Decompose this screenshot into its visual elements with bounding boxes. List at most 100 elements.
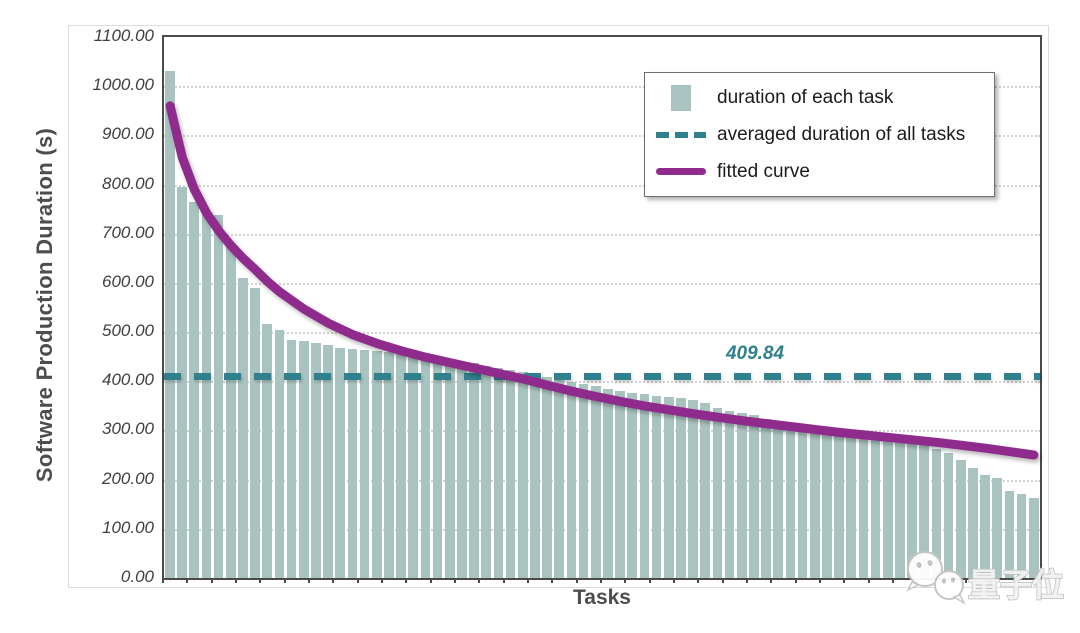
bar bbox=[311, 343, 321, 578]
bar bbox=[749, 414, 759, 578]
bar bbox=[700, 402, 711, 578]
legend-item-curve: fitted curve bbox=[645, 155, 994, 189]
bar bbox=[517, 372, 528, 578]
bar bbox=[858, 433, 869, 578]
bar bbox=[396, 353, 406, 578]
x-tick bbox=[527, 579, 529, 583]
bar bbox=[736, 412, 747, 578]
y-tick-label: 800.00 bbox=[102, 173, 154, 193]
y-tick-label: 100.00 bbox=[102, 517, 154, 537]
x-tick bbox=[1038, 579, 1040, 583]
bar bbox=[968, 467, 978, 578]
bar bbox=[189, 201, 200, 578]
bar bbox=[566, 382, 577, 578]
bar bbox=[955, 459, 966, 578]
bar bbox=[408, 355, 419, 578]
bar bbox=[238, 277, 248, 578]
bar bbox=[530, 374, 540, 578]
bar bbox=[177, 187, 187, 578]
bar bbox=[250, 287, 260, 578]
bar bbox=[201, 211, 212, 578]
bar bbox=[676, 398, 686, 578]
x-tick bbox=[332, 579, 335, 583]
x-tick bbox=[356, 579, 359, 583]
gridline bbox=[164, 479, 1040, 482]
solid-line-swatch-icon bbox=[656, 168, 706, 175]
bar bbox=[481, 365, 492, 578]
gridline bbox=[164, 86, 1040, 89]
y-tick-label: 1100.00 bbox=[93, 26, 154, 45]
bar bbox=[919, 445, 930, 578]
bar bbox=[213, 215, 224, 578]
legend-item-average: averaged duration of all tasks bbox=[645, 118, 994, 152]
bar bbox=[688, 400, 698, 578]
x-tick bbox=[965, 579, 967, 583]
gridline bbox=[164, 233, 1040, 236]
y-tick-label: 1000.00 bbox=[92, 75, 154, 95]
bar bbox=[225, 243, 236, 578]
bar bbox=[457, 361, 467, 578]
x-tick bbox=[283, 579, 286, 583]
bar bbox=[469, 362, 479, 578]
bar bbox=[931, 448, 942, 578]
bar bbox=[834, 429, 844, 578]
bar bbox=[590, 386, 601, 578]
bar bbox=[262, 323, 273, 578]
bar bbox=[712, 408, 723, 578]
x-tick bbox=[478, 579, 481, 583]
x-tick bbox=[381, 579, 383, 583]
bar bbox=[493, 367, 504, 578]
bar bbox=[444, 358, 455, 578]
gridline bbox=[164, 528, 1040, 531]
bar bbox=[627, 392, 638, 578]
x-tick bbox=[648, 579, 651, 583]
watermark: 量子位 bbox=[898, 544, 1073, 609]
wechat-bubbles-icon: 量子位 bbox=[906, 551, 1065, 605]
x-tick bbox=[259, 579, 262, 583]
x-tick bbox=[405, 579, 408, 583]
x-tick bbox=[162, 579, 164, 583]
bar bbox=[895, 439, 905, 578]
gridline bbox=[164, 282, 1040, 285]
y-tick-label: 700.00 bbox=[102, 222, 154, 242]
bar bbox=[335, 347, 346, 578]
legend: duration of each task averaged duration … bbox=[644, 72, 995, 197]
bar bbox=[603, 389, 613, 578]
x-tick bbox=[454, 579, 456, 583]
x-tick bbox=[624, 579, 627, 583]
x-tick bbox=[429, 579, 432, 583]
average-value-label: 409.84 bbox=[725, 343, 785, 365]
x-tick bbox=[502, 579, 505, 583]
y-tick-label: 200.00 bbox=[102, 468, 154, 488]
y-tick-label: 300.00 bbox=[102, 419, 154, 439]
bar bbox=[870, 435, 881, 578]
bar bbox=[578, 384, 589, 578]
bar bbox=[298, 341, 309, 578]
x-tick bbox=[843, 579, 846, 583]
bar bbox=[651, 395, 662, 578]
y-tick-label: 600.00 bbox=[102, 271, 154, 291]
y-axis-title: Software Production Duration (s) bbox=[32, 127, 57, 483]
bar-swatch-icon bbox=[671, 84, 691, 111]
bar bbox=[882, 437, 893, 578]
bar bbox=[785, 423, 796, 578]
bar bbox=[359, 350, 370, 578]
bar bbox=[505, 370, 516, 578]
x-tick bbox=[235, 579, 237, 583]
bar bbox=[542, 377, 552, 578]
bar bbox=[1004, 491, 1015, 578]
y-tick-label: 0.00 bbox=[120, 567, 154, 586]
bar bbox=[907, 442, 917, 578]
x-tick bbox=[697, 579, 700, 583]
x-tick bbox=[575, 579, 578, 583]
y-tick-label: 900.00 bbox=[102, 124, 154, 144]
bar bbox=[992, 477, 1003, 578]
gridline bbox=[164, 135, 1040, 138]
bar bbox=[663, 397, 674, 578]
bar bbox=[639, 394, 650, 578]
x-tick bbox=[819, 579, 821, 583]
bar bbox=[347, 349, 358, 578]
x-tick bbox=[551, 579, 554, 583]
gridline bbox=[164, 184, 1040, 187]
legend-label: fitted curve bbox=[717, 160, 810, 182]
